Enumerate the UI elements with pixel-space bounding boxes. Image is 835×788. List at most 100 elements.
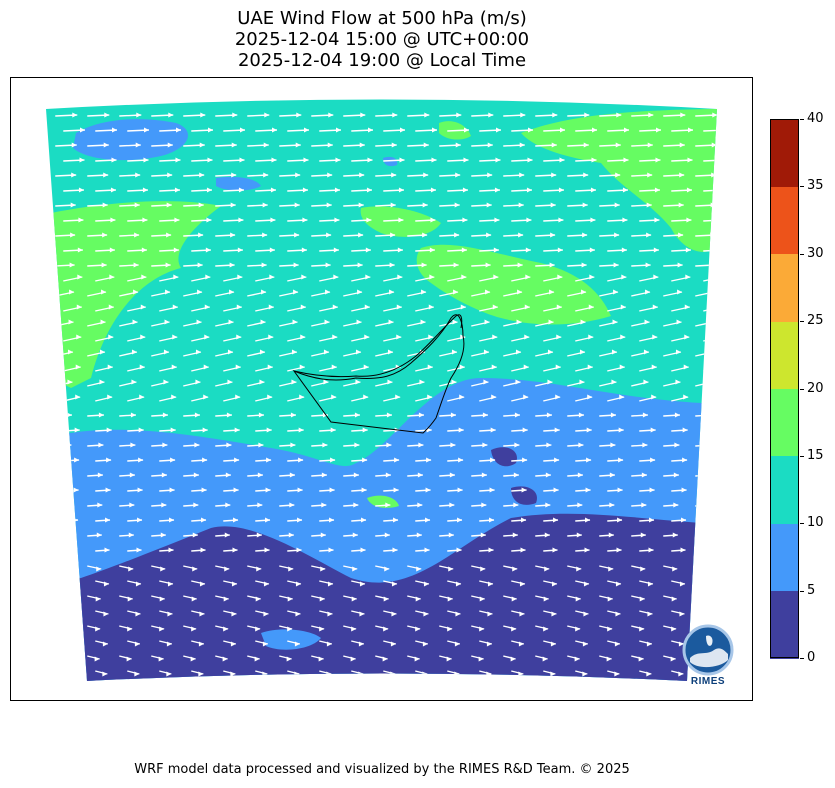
wind-vector-head xyxy=(231,142,237,148)
wind-vector-head xyxy=(360,547,366,553)
wind-vector-head xyxy=(426,457,432,463)
wind-vector-head xyxy=(98,442,104,448)
wind-vector-head xyxy=(677,289,683,295)
wind-vector-head xyxy=(201,487,207,493)
wind-vector-head xyxy=(76,304,82,310)
wind-vector-head xyxy=(166,641,172,647)
wind-vector-head xyxy=(674,442,680,448)
wind-vector-head xyxy=(491,394,497,400)
wind-vector-head xyxy=(681,517,687,523)
colorbar-tick-label: 30 xyxy=(807,245,824,261)
wind-vector-head xyxy=(74,427,80,433)
wind-vector-head xyxy=(234,457,240,463)
wind-vector-head xyxy=(359,142,365,148)
wind-vector-head xyxy=(328,547,334,553)
wind-vector-head xyxy=(709,262,715,268)
wind-vector-head xyxy=(365,247,371,253)
wind-vector-head xyxy=(480,566,486,572)
wind-vector-head xyxy=(261,289,267,295)
wind-vector-head xyxy=(616,547,622,553)
wind-vector-head xyxy=(680,547,686,553)
wind-vector-head xyxy=(108,334,114,340)
wind-vector-head xyxy=(104,112,110,118)
wind-vector-head xyxy=(205,274,211,280)
wind-vector-head xyxy=(67,379,73,385)
wind-vector-head xyxy=(711,142,717,148)
wind-vector-head xyxy=(427,364,433,370)
wind-vector-head xyxy=(555,364,561,370)
wind-vector-head xyxy=(718,218,723,223)
wind-vector-head xyxy=(298,457,304,463)
wind-vector-head xyxy=(300,334,306,340)
wind-vector-head xyxy=(167,581,173,587)
wind-vector-head xyxy=(64,566,70,572)
wind-vector-head xyxy=(266,457,272,463)
wind-vector-head xyxy=(286,656,292,662)
wind-vector-head xyxy=(415,626,421,632)
wind-vector-head xyxy=(387,349,393,355)
wind-vector-head xyxy=(109,274,115,280)
wind-vector xyxy=(703,366,717,372)
wind-vector-head xyxy=(493,274,499,280)
wind-vector-head xyxy=(333,274,339,280)
wind-vector-head xyxy=(101,289,107,295)
wind-vector-head xyxy=(618,427,624,433)
wind-vector-head xyxy=(717,275,722,280)
wind-vector-head xyxy=(622,217,628,223)
wind-vector-head xyxy=(163,379,169,385)
wind-vector-head xyxy=(135,172,141,178)
wind-vector-head xyxy=(510,656,516,662)
wind-vector-head xyxy=(513,502,519,508)
wind-vector-head xyxy=(478,656,484,662)
wind-vector-head xyxy=(199,172,205,178)
wind-vector-head xyxy=(396,334,402,340)
wind-vector-head xyxy=(609,502,615,508)
wind-vector-head xyxy=(291,349,297,355)
wind-vector-head xyxy=(492,304,498,310)
wind-vector-head xyxy=(111,127,117,133)
wind-vector-head xyxy=(262,202,268,208)
wind-vector-head xyxy=(676,319,682,325)
wind-vector-head xyxy=(711,581,717,587)
wind-vector-head xyxy=(671,596,677,602)
colorbar-tick-label: 10 xyxy=(807,515,824,531)
wind-vector-head xyxy=(141,247,147,253)
wind-vector-head xyxy=(449,472,455,478)
wind-vector-head xyxy=(363,364,369,370)
wind-vector-head xyxy=(461,247,467,253)
wind-vector-head xyxy=(107,364,113,370)
wind-vector-head xyxy=(585,517,591,523)
wind-vector-head xyxy=(713,517,717,523)
wind-vector-head xyxy=(106,457,112,463)
wind-vector xyxy=(695,414,712,417)
wind-vector-head xyxy=(287,596,293,602)
wind-vector xyxy=(703,159,717,162)
wind-vector-head xyxy=(386,412,392,418)
colorbar-tick xyxy=(800,590,804,592)
wind-vector-head xyxy=(229,289,235,295)
wind-vector-head xyxy=(707,349,713,355)
wind-vector-head xyxy=(423,611,429,617)
wind-vector-head xyxy=(614,641,620,647)
speed-band-15-20-center xyxy=(416,244,611,325)
wind-vector-head xyxy=(391,581,397,587)
wind-vector-head xyxy=(393,517,399,523)
wind-vector-head xyxy=(205,247,211,253)
wind-vector-head xyxy=(295,611,301,617)
wind-vector-head xyxy=(163,349,169,355)
wind-vector-head xyxy=(639,626,645,632)
wind-vector-head xyxy=(429,274,435,280)
wind-vector xyxy=(55,595,69,600)
wind-vector-head xyxy=(431,127,437,133)
wind-vector-head xyxy=(550,232,556,238)
wind-vector xyxy=(55,565,70,570)
wind-vector-head xyxy=(203,364,209,370)
wind-vector-head xyxy=(362,457,368,463)
wind-vector-head xyxy=(544,532,550,538)
wind-vector-head xyxy=(418,412,424,418)
wind-vector-head xyxy=(134,641,140,647)
wind-vector-head xyxy=(239,157,245,163)
wind-vector-head xyxy=(77,247,83,253)
wind-vector-head xyxy=(130,442,136,448)
speed-patch-5-10-top xyxy=(73,119,188,161)
